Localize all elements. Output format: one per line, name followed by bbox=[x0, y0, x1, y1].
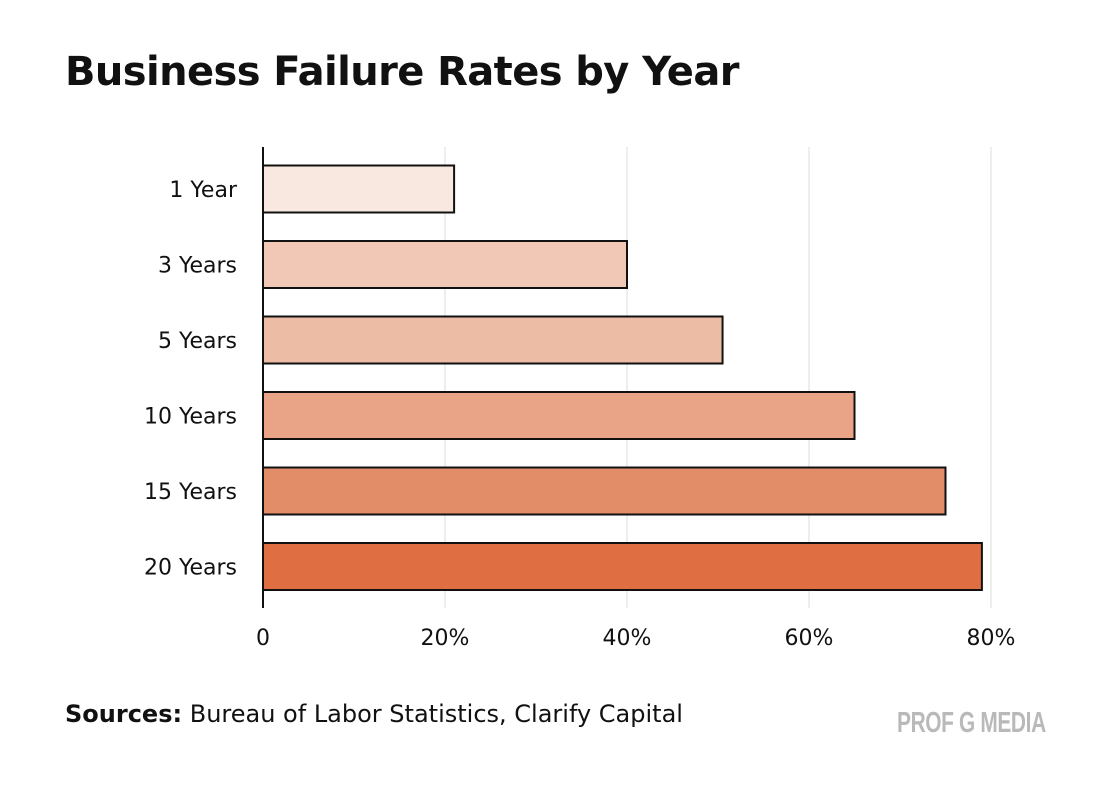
sources-text: Bureau of Labor Statistics, Clarify Capi… bbox=[182, 700, 683, 728]
bar bbox=[262, 391, 856, 440]
gridlines bbox=[444, 147, 992, 608]
x-tick-label: 40% bbox=[603, 626, 652, 651]
bars bbox=[262, 164, 983, 591]
bar bbox=[262, 542, 983, 591]
chart-title: Business Failure Rates by Year bbox=[65, 49, 739, 95]
x-tick-label: 60% bbox=[785, 626, 834, 651]
x-tick-label: 0 bbox=[256, 626, 270, 651]
category-label: 3 Years bbox=[158, 254, 237, 279]
bar bbox=[262, 315, 724, 365]
sources-note: Sources: Bureau of Labor Statistics, Cla… bbox=[65, 700, 683, 728]
category-labels: 1 Year 3 Years 5 Years 10 Years 15 Years 20 Y… bbox=[144, 178, 238, 581]
brand-logo: PROF G MEDIA bbox=[897, 707, 1046, 739]
x-tick-labels: 0 20% 40% 60% 80% bbox=[256, 626, 1015, 651]
bar bbox=[262, 240, 628, 289]
category-label: 20 Years bbox=[144, 556, 237, 581]
category-label: 1 Year bbox=[169, 178, 238, 203]
category-label: 10 Years bbox=[144, 405, 237, 430]
category-label: 15 Years bbox=[144, 480, 237, 505]
sources-label: Sources: bbox=[65, 700, 183, 728]
bar bbox=[262, 466, 947, 516]
category-label: 5 Years bbox=[158, 329, 237, 354]
x-tick-label: 20% bbox=[421, 626, 470, 651]
bar bbox=[262, 164, 456, 214]
x-tick-label: 80% bbox=[967, 626, 1016, 651]
